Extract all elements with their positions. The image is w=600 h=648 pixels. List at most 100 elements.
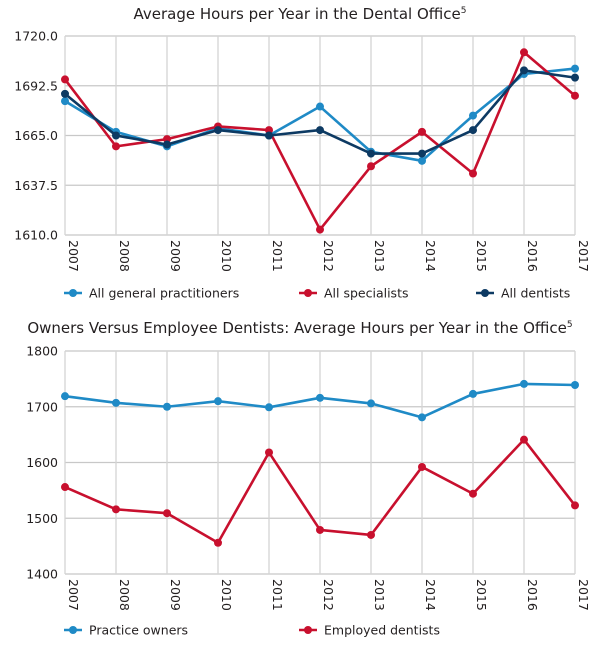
y-tick-label: 1637.5 (14, 178, 58, 193)
x-tick-label: 2016 (525, 240, 540, 272)
data-point (367, 530, 375, 539)
x-tick-label: 2016 (525, 579, 540, 611)
data-point (163, 140, 171, 149)
data-point (571, 381, 579, 390)
data-point (418, 149, 426, 158)
data-point (469, 489, 477, 498)
legend-label: All specialists (324, 286, 409, 301)
y-tick-label: 1400 (26, 567, 58, 582)
y-tick-label: 1692.5 (14, 78, 58, 93)
legend-marker (69, 626, 77, 634)
y-tick-label: 1665.0 (14, 128, 58, 143)
legend-item: Practice owners (64, 623, 188, 638)
x-tick-label: 2015 (474, 240, 489, 272)
y-tick-label: 1600 (26, 455, 58, 470)
series-employed-dentists (61, 435, 579, 547)
data-point (469, 169, 477, 178)
x-tick-label: 2017 (576, 579, 591, 611)
data-point (265, 131, 273, 140)
data-point (418, 413, 426, 422)
y-tick-label: 1610.0 (14, 228, 58, 243)
data-point (316, 225, 324, 234)
data-point (367, 399, 375, 408)
x-tick-label: 2007 (66, 240, 81, 272)
x-tick-label: 2008 (117, 240, 132, 272)
data-point (469, 111, 477, 120)
legend-marker (481, 289, 489, 297)
legend-item: All dentists (476, 286, 570, 301)
x-tick-label: 2010 (219, 240, 234, 272)
x-tick-label: 2011 (270, 579, 285, 611)
y-tick-label: 1720.0 (14, 29, 58, 44)
data-point (265, 403, 273, 412)
legend-label: All dentists (501, 286, 570, 301)
y-tick-label: 1700 (26, 399, 58, 414)
data-point (112, 142, 120, 151)
y-tick-label: 1800 (26, 344, 58, 359)
chart-2: Owners Versus Employee Dentists: Average… (26, 319, 591, 638)
data-point (469, 389, 477, 398)
data-point (418, 127, 426, 136)
legend-item: All specialists (299, 286, 409, 301)
x-tick-label: 2010 (219, 579, 234, 611)
data-point (316, 393, 324, 402)
data-point (571, 501, 579, 510)
x-tick-label: 2009 (168, 579, 183, 611)
data-point (520, 379, 528, 388)
data-point (61, 392, 69, 401)
data-point (163, 402, 171, 411)
data-point (214, 397, 222, 406)
data-point (316, 126, 324, 135)
x-tick-label: 2014 (423, 579, 438, 611)
legend-marker (304, 626, 312, 634)
data-point (367, 149, 375, 158)
data-point (418, 156, 426, 165)
data-point (316, 102, 324, 111)
data-point (214, 538, 222, 547)
x-tick-label: 2012 (321, 579, 336, 611)
x-tick-label: 2017 (576, 240, 591, 272)
data-point (163, 509, 171, 518)
x-tick-label: 2013 (372, 240, 387, 272)
data-point (112, 505, 120, 514)
data-point (520, 66, 528, 75)
chart-title: Owners Versus Employee Dentists: Average… (27, 319, 572, 337)
data-point (61, 483, 69, 492)
data-point (571, 91, 579, 100)
x-tick-label: 2008 (117, 579, 132, 611)
legend-marker (69, 289, 77, 297)
data-point (520, 48, 528, 57)
data-point (61, 89, 69, 98)
data-point (316, 525, 324, 534)
chart-title-text: Owners Versus Employee Dentists: Average… (27, 319, 567, 337)
legend-marker (304, 289, 312, 297)
legend-label: All general practitioners (89, 286, 239, 301)
x-tick-label: 2015 (474, 579, 489, 611)
title-superscript: 5 (567, 320, 573, 330)
y-tick-label: 1500 (26, 511, 58, 526)
chart-title: Average Hours per Year in the Dental Off… (134, 5, 467, 23)
data-point (265, 448, 273, 457)
data-point (520, 435, 528, 444)
series-practice-owners (61, 379, 579, 422)
x-tick-label: 2007 (66, 579, 81, 611)
x-tick-label: 2009 (168, 240, 183, 272)
data-point (367, 162, 375, 171)
data-point (469, 126, 477, 135)
x-tick-label: 2012 (321, 240, 336, 272)
title-superscript: 5 (461, 6, 467, 16)
data-point (112, 398, 120, 407)
data-point (571, 73, 579, 82)
data-point (571, 64, 579, 73)
data-point (61, 97, 69, 106)
data-point (418, 462, 426, 471)
data-point (61, 75, 69, 84)
legend-label: Practice owners (89, 623, 188, 638)
data-point (112, 131, 120, 140)
x-tick-label: 2014 (423, 240, 438, 272)
legend-label: Employed dentists (324, 623, 440, 638)
x-tick-label: 2011 (270, 240, 285, 272)
series-all-dentists (61, 66, 579, 158)
legend-item: Employed dentists (299, 623, 440, 638)
